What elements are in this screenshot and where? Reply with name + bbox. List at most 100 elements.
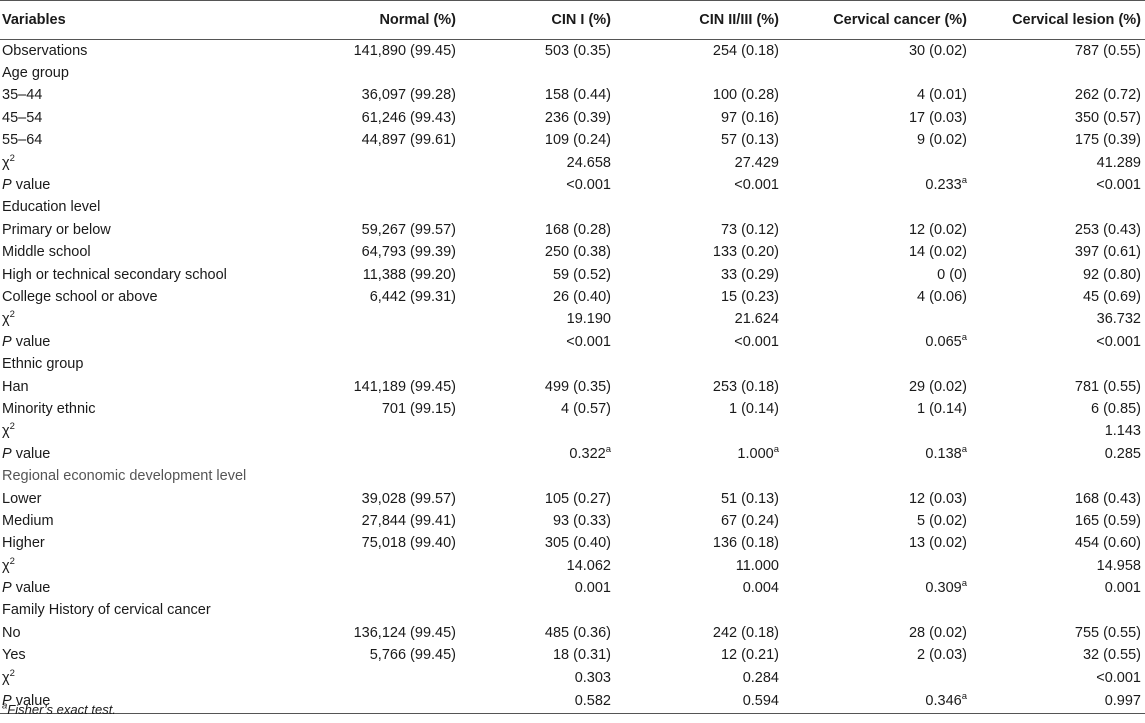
row-label-text: No — [2, 624, 21, 641]
row-label: Medium — [0, 510, 290, 532]
cell-value: 1 (0.14) — [729, 400, 779, 417]
row-label: Family History of cervical cancer — [0, 600, 290, 622]
table-cell: 9 (0.02) — [783, 130, 971, 152]
cell-value: 18 (0.31) — [552, 647, 611, 664]
cell-value: 92 (0.80) — [1082, 266, 1141, 283]
table-cell: 59 (0.52) — [460, 264, 615, 286]
table-cell — [460, 62, 615, 84]
row-label-text: value — [11, 445, 51, 462]
table-row: Minority ethnic 701 (99.15) 4 (0.57) 1 (0.1… — [0, 398, 1145, 420]
table-cell: 13 (0.02) — [783, 533, 971, 555]
cell-value: 29 (0.02) — [908, 378, 967, 395]
cell-value: 33 (0.29) — [720, 266, 779, 283]
table-row: College school or above 6,442 (99.31) 26 (… — [0, 286, 1145, 308]
table-cell: 14.958 — [971, 555, 1145, 577]
table-row: Observations 141,890 (99.45) 503 (0.35) 254… — [0, 40, 1145, 63]
table-cell: 6 (0.85) — [971, 398, 1145, 420]
cell-value: 175 (0.39) — [1074, 132, 1141, 149]
table-cell: 4 (0.01) — [783, 85, 971, 107]
table-cell: 36,097 (99.28) — [290, 85, 460, 107]
row-label-text: χ — [2, 669, 10, 686]
row-label: Higher — [0, 533, 290, 555]
row-label-text: Age group — [2, 65, 69, 82]
table-cell: 499 (0.35) — [460, 376, 615, 398]
table-cell: 0.582 — [460, 689, 615, 715]
table-cell: 168 (0.43) — [971, 488, 1145, 510]
cell-value: 1.143 — [1104, 423, 1141, 440]
table-cell: 51 (0.13) — [615, 488, 783, 510]
cell-value: 15 (0.23) — [720, 288, 779, 305]
table-cell: 781 (0.55) — [971, 376, 1145, 398]
footnote-mark: a — [2, 700, 8, 712]
cell-value: 2 (0.03) — [917, 647, 967, 664]
cell-value: 14 (0.02) — [908, 244, 967, 261]
cell-footnote-mark: a — [961, 331, 967, 343]
table-cell: 0.303 — [460, 667, 615, 689]
table-cell — [971, 62, 1145, 84]
row-label-text: Middle school — [2, 244, 91, 261]
table-row: High or technical secondary school 11,388… — [0, 264, 1145, 286]
table-cell — [290, 152, 460, 174]
cell-value: <0.001 — [566, 333, 611, 350]
cell-value: <0.001 — [734, 333, 779, 350]
row-label-text: High or technical secondary school — [2, 266, 227, 283]
table-cell: 15 (0.23) — [615, 286, 783, 308]
table-cell — [460, 600, 615, 622]
cell-value: <0.001 — [1096, 669, 1141, 686]
table-cell — [615, 465, 783, 487]
table-row: 55–64 44,897 (99.61) 109 (0.24) 57 (0.13) 9 … — [0, 130, 1145, 152]
row-label: χ2 — [0, 421, 290, 443]
row-label: P value — [0, 174, 290, 196]
cell-value: 454 (0.60) — [1074, 535, 1141, 552]
table-cell: 133 (0.20) — [615, 242, 783, 264]
row-label-text: Family History of cervical cancer — [2, 602, 211, 619]
row-label: χ2 — [0, 309, 290, 331]
table-section-row: Regional economic development level — [0, 465, 1145, 487]
cell-value: 165 (0.59) — [1074, 512, 1141, 529]
table-row: P value <0.001 <0.001 0.065a <0.001 — [0, 331, 1145, 353]
cell-footnote-mark: a — [961, 175, 967, 187]
cell-value: 97 (0.16) — [720, 109, 779, 126]
row-label: P value — [0, 577, 290, 599]
cell-value: 168 (0.28) — [544, 221, 611, 238]
table-cell — [783, 555, 971, 577]
row-label-text: 55–64 — [2, 132, 43, 149]
table-cell: 67 (0.24) — [615, 510, 783, 532]
table-cell: 64,793 (99.39) — [290, 242, 460, 264]
table-cell: 14 (0.02) — [783, 242, 971, 264]
table-cell: 105 (0.27) — [460, 488, 615, 510]
cell-value: 250 (0.38) — [544, 244, 611, 261]
table-cell: 0.065a — [783, 331, 971, 353]
footnote-text: Fisher’s exact test. — [7, 702, 116, 717]
row-label-superscript: 2 — [9, 152, 15, 164]
cell-value: 13 (0.02) — [908, 535, 967, 552]
table-row: Lower 39,028 (99.57) 105 (0.27) 51 (0.13) 12… — [0, 488, 1145, 510]
row-label: No — [0, 622, 290, 644]
table-cell — [460, 421, 615, 443]
table-cell: 109 (0.24) — [460, 130, 615, 152]
cell-value: 57 (0.13) — [720, 132, 779, 149]
row-label-italic: P — [2, 333, 12, 350]
table-row: No 136,124 (99.45) 485 (0.36) 242 (0.18) 28 … — [0, 622, 1145, 644]
cell-value: 755 (0.55) — [1074, 624, 1141, 641]
row-label: Minority ethnic — [0, 398, 290, 420]
row-label-text: Lower — [2, 490, 42, 507]
table-cell: 19.190 — [460, 309, 615, 331]
cell-value: 781 (0.55) — [1074, 378, 1141, 395]
table-cell: <0.001 — [615, 174, 783, 196]
cell-value: 19.190 — [566, 311, 611, 328]
table-cell: 0.284 — [615, 667, 783, 689]
table-cell: 0.309a — [783, 577, 971, 599]
table-cell: 0.997 — [971, 689, 1145, 715]
table-cell: 0.233a — [783, 174, 971, 196]
table-cell: 36.732 — [971, 309, 1145, 331]
table-cell: <0.001 — [460, 331, 615, 353]
cell-value: 12 (0.21) — [720, 647, 779, 664]
table-cell: <0.001 — [971, 174, 1145, 196]
table-cell: 254 (0.18) — [615, 40, 783, 63]
table-row: P value 0.582 0.594 0.346a 0.997 — [0, 689, 1145, 715]
table-cell: 1 (0.14) — [615, 398, 783, 420]
cell-value: 109 (0.24) — [544, 132, 611, 149]
table-cell: 168 (0.28) — [460, 219, 615, 241]
cell-value: 5,766 (99.45) — [369, 647, 456, 664]
